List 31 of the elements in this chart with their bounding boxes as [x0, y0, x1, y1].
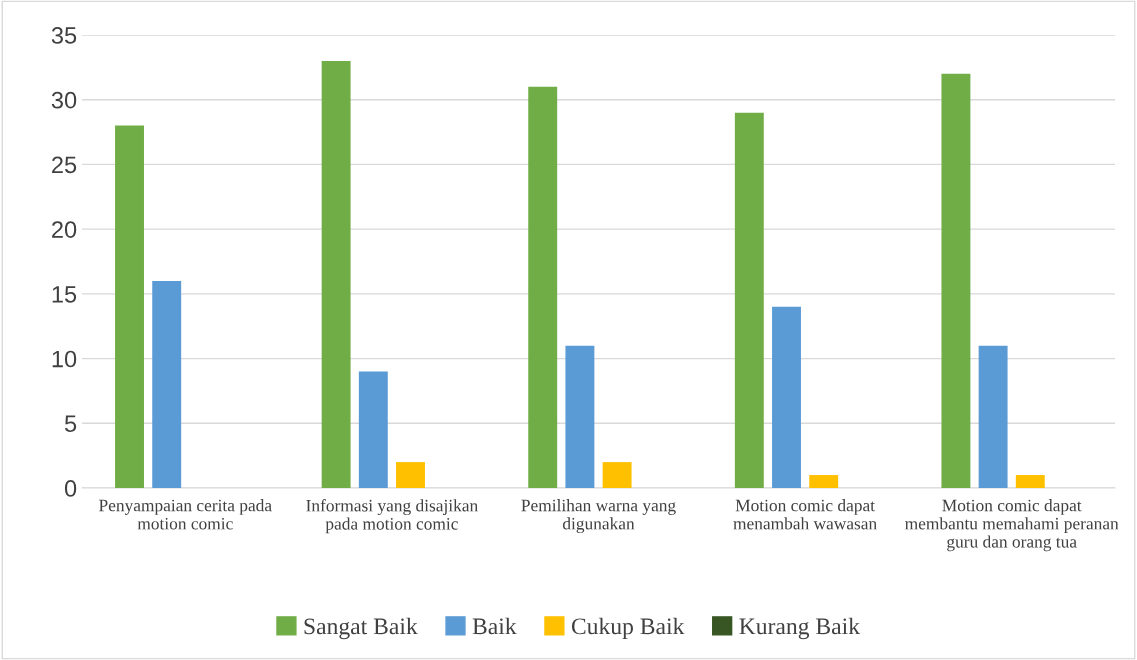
bar — [734, 112, 764, 488]
bar — [565, 345, 595, 488]
x-tick-label: Motion comic dapat menambah wawasan — [733, 499, 877, 530]
x-tick-label: Penyampaian cerita pada motion comic — [99, 499, 272, 530]
bar — [115, 125, 144, 488]
bar — [321, 60, 351, 488]
legend-label: Baik — [472, 617, 517, 635]
y-tick-label: 30 — [51, 91, 77, 109]
legend-label: Kurang Baik — [739, 617, 861, 640]
y-tick-label: 5 — [64, 415, 77, 433]
y-tick-label: 25 — [52, 156, 77, 174]
bar — [602, 462, 632, 488]
y-tick-label: 0 — [64, 480, 77, 497]
y-tick-label: 15 — [52, 286, 77, 303]
bar — [809, 475, 839, 488]
legend-label: Cukup Baik — [571, 617, 685, 640]
x-tick-label: Pemilihan warna yang digunakan — [521, 499, 676, 534]
x-tick-label: Motion comic dapat membantu memahami peranan guru dan orang tua — [905, 499, 1119, 552]
bar — [978, 345, 1008, 488]
bar — [1015, 475, 1045, 488]
bar — [152, 280, 182, 488]
x-tick-label: Informasi yang disajikan pada motion comic — [306, 499, 478, 534]
bar — [772, 306, 801, 488]
bar — [528, 86, 558, 488]
bar — [941, 73, 971, 488]
bar — [358, 371, 388, 488]
y-tick-label: 20 — [52, 221, 77, 238]
legend-label: Sangat Baik — [304, 617, 418, 640]
bar — [396, 462, 425, 488]
y-tick-label: 35 — [51, 27, 77, 44]
y-tick-label: 10 — [52, 350, 77, 368]
